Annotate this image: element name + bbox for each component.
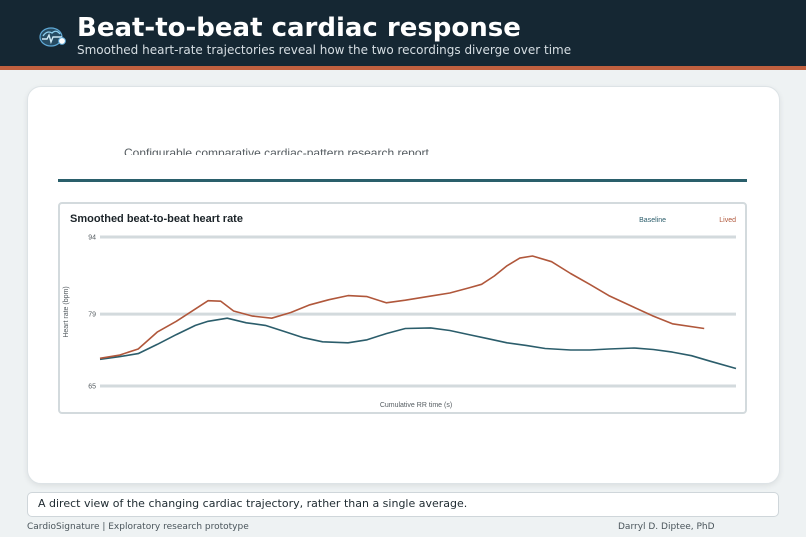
report-caption: Configurable comparative cardiac-pattern… <box>124 144 429 155</box>
author-credit: Darryl D. Diptee, PhD <box>618 522 715 532</box>
chart-gridlines <box>100 235 736 388</box>
series-line-lived <box>99 255 705 360</box>
series-line-baseline <box>99 317 737 370</box>
header-accent-line <box>0 66 806 70</box>
chart-panel: 65 79 94 Smoothed beat-to-beat heart rate … <box>58 202 747 414</box>
chart-series <box>99 255 737 370</box>
section-divider <box>58 179 747 182</box>
takeaway-text: A direct view of the changing cardiac tr… <box>38 497 468 510</box>
legend-baseline: Baseline <box>639 217 666 224</box>
page-title: Beat-to-beat cardiac response <box>77 13 521 43</box>
report-caption-text: Configurable comparative cardiac-pattern… <box>124 146 429 155</box>
chart-y-axis-label: Heart rate (bpm) <box>63 286 70 337</box>
y-tick-label: 65 <box>88 384 96 391</box>
chart-title: Smoothed beat-to-beat heart rate <box>70 213 243 225</box>
report-card: Configurable comparative cardiac-pattern… <box>27 86 780 484</box>
y-tick-label: 79 <box>88 312 96 319</box>
header-bar: Beat-to-beat cardiac response Smoothed h… <box>0 0 806 66</box>
product-credit: CardioSignature | Exploratory research p… <box>27 522 249 532</box>
chart-y-ticks: 65 79 94 <box>88 235 96 391</box>
y-tick-label: 94 <box>88 235 96 242</box>
chart-x-axis-label: Cumulative RR time (s) <box>380 402 452 409</box>
takeaway-box: A direct view of the changing cardiac tr… <box>27 492 779 517</box>
heart-brain-icon <box>39 27 66 47</box>
page-subtitle: Smoothed heart-rate trajectories reveal … <box>77 43 572 57</box>
legend-lived: Lived <box>719 217 736 224</box>
